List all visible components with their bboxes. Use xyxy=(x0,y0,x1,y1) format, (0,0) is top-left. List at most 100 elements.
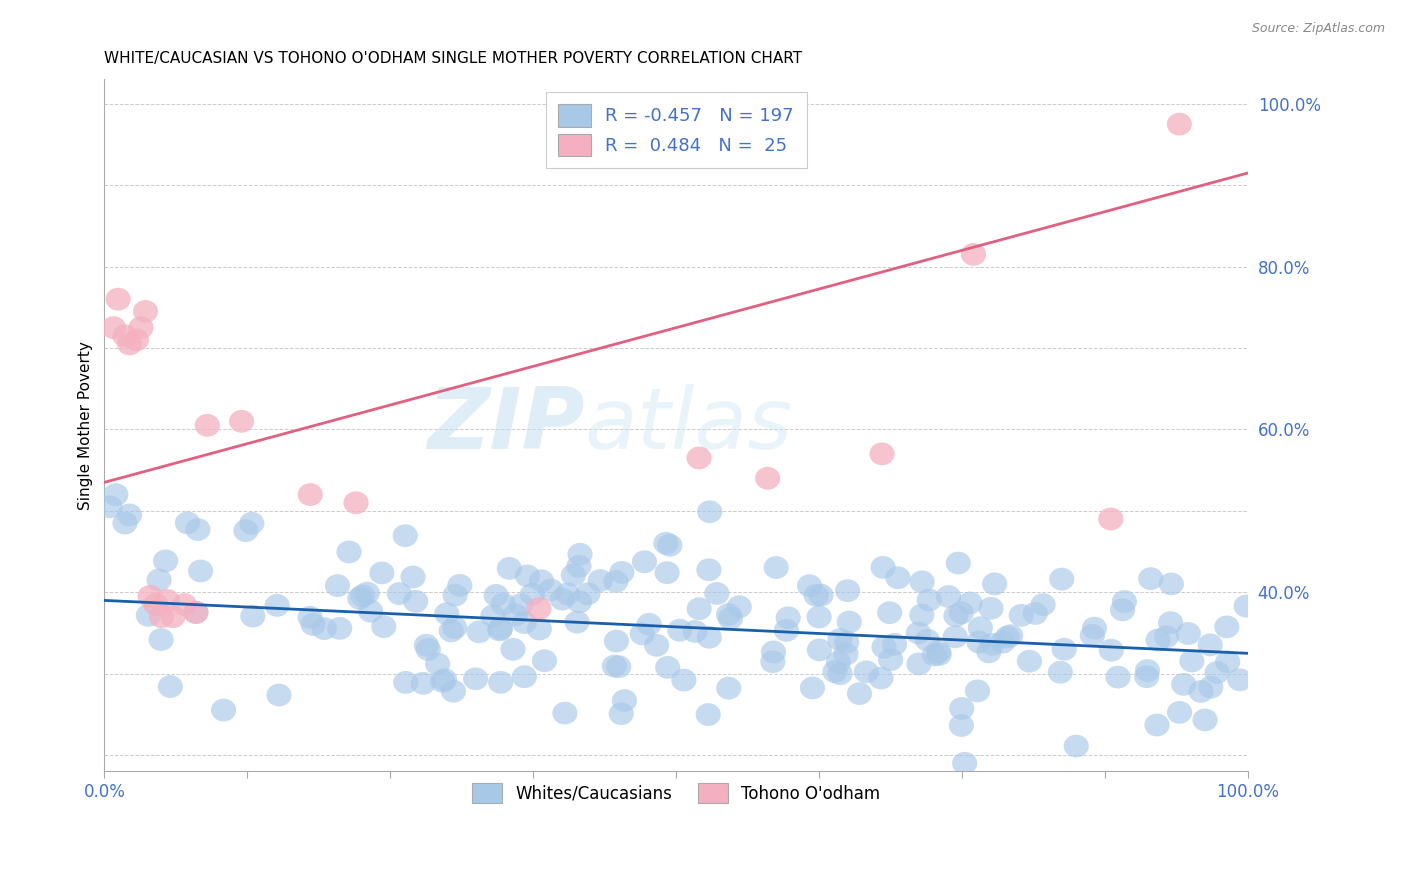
Ellipse shape xyxy=(112,325,138,347)
Ellipse shape xyxy=(1154,625,1180,648)
Ellipse shape xyxy=(804,584,828,607)
Ellipse shape xyxy=(915,629,941,651)
Ellipse shape xyxy=(441,680,465,703)
Ellipse shape xyxy=(965,680,990,702)
Ellipse shape xyxy=(1135,665,1160,688)
Ellipse shape xyxy=(837,611,862,633)
Ellipse shape xyxy=(392,524,418,547)
Ellipse shape xyxy=(763,556,789,579)
Ellipse shape xyxy=(486,618,512,641)
Ellipse shape xyxy=(488,671,513,694)
Ellipse shape xyxy=(394,671,418,694)
Ellipse shape xyxy=(823,660,848,683)
Ellipse shape xyxy=(211,698,236,722)
Ellipse shape xyxy=(1205,661,1230,684)
Ellipse shape xyxy=(761,650,786,673)
Ellipse shape xyxy=(336,541,361,564)
Ellipse shape xyxy=(1031,593,1056,616)
Ellipse shape xyxy=(943,605,969,627)
Ellipse shape xyxy=(727,595,752,618)
Ellipse shape xyxy=(655,561,679,584)
Ellipse shape xyxy=(188,559,214,582)
Ellipse shape xyxy=(484,584,509,607)
Ellipse shape xyxy=(686,598,711,620)
Ellipse shape xyxy=(808,583,834,607)
Ellipse shape xyxy=(773,619,799,641)
Ellipse shape xyxy=(371,615,396,638)
Ellipse shape xyxy=(447,574,472,597)
Ellipse shape xyxy=(312,617,337,640)
Ellipse shape xyxy=(1137,567,1163,590)
Ellipse shape xyxy=(1081,616,1107,640)
Ellipse shape xyxy=(603,570,628,593)
Ellipse shape xyxy=(328,617,353,640)
Ellipse shape xyxy=(828,663,852,685)
Ellipse shape xyxy=(527,617,553,640)
Ellipse shape xyxy=(266,683,291,706)
Ellipse shape xyxy=(1188,680,1213,703)
Ellipse shape xyxy=(1109,599,1135,621)
Ellipse shape xyxy=(117,333,142,355)
Ellipse shape xyxy=(886,566,911,589)
Ellipse shape xyxy=(1105,665,1130,689)
Ellipse shape xyxy=(264,594,290,616)
Ellipse shape xyxy=(97,495,122,518)
Ellipse shape xyxy=(869,442,894,466)
Ellipse shape xyxy=(1159,573,1184,595)
Legend: Whites/Caucasians, Tohono O'odham: Whites/Caucasians, Tohono O'odham xyxy=(461,772,891,815)
Ellipse shape xyxy=(981,573,1007,595)
Ellipse shape xyxy=(877,601,903,624)
Ellipse shape xyxy=(481,605,506,627)
Ellipse shape xyxy=(807,606,831,628)
Ellipse shape xyxy=(942,625,967,648)
Ellipse shape xyxy=(105,288,131,310)
Ellipse shape xyxy=(1215,650,1240,673)
Ellipse shape xyxy=(668,619,692,641)
Ellipse shape xyxy=(1047,661,1073,683)
Ellipse shape xyxy=(761,640,786,664)
Ellipse shape xyxy=(343,491,368,514)
Ellipse shape xyxy=(605,630,628,652)
Ellipse shape xyxy=(1135,659,1160,681)
Ellipse shape xyxy=(508,593,533,616)
Ellipse shape xyxy=(936,585,962,608)
Ellipse shape xyxy=(994,625,1019,648)
Ellipse shape xyxy=(631,550,657,574)
Ellipse shape xyxy=(960,243,986,266)
Ellipse shape xyxy=(1227,668,1253,691)
Ellipse shape xyxy=(966,631,991,653)
Ellipse shape xyxy=(101,317,127,339)
Ellipse shape xyxy=(416,638,441,661)
Ellipse shape xyxy=(1098,508,1123,531)
Ellipse shape xyxy=(134,300,157,323)
Ellipse shape xyxy=(146,568,172,591)
Ellipse shape xyxy=(501,638,526,661)
Ellipse shape xyxy=(531,649,557,673)
Ellipse shape xyxy=(467,620,492,643)
Ellipse shape xyxy=(325,574,350,597)
Ellipse shape xyxy=(112,512,138,534)
Ellipse shape xyxy=(612,690,637,712)
Ellipse shape xyxy=(430,670,456,693)
Ellipse shape xyxy=(149,606,174,628)
Ellipse shape xyxy=(124,328,149,351)
Ellipse shape xyxy=(155,589,180,612)
Ellipse shape xyxy=(138,585,163,607)
Ellipse shape xyxy=(718,607,742,630)
Ellipse shape xyxy=(998,624,1024,647)
Ellipse shape xyxy=(1112,591,1137,613)
Ellipse shape xyxy=(1167,112,1192,136)
Ellipse shape xyxy=(979,597,1004,620)
Ellipse shape xyxy=(117,503,142,526)
Ellipse shape xyxy=(1049,567,1074,591)
Ellipse shape xyxy=(496,557,522,580)
Ellipse shape xyxy=(927,643,952,665)
Ellipse shape xyxy=(872,636,897,658)
Ellipse shape xyxy=(917,589,942,611)
Ellipse shape xyxy=(834,631,859,654)
Ellipse shape xyxy=(1144,714,1170,737)
Ellipse shape xyxy=(149,628,174,651)
Ellipse shape xyxy=(696,626,721,648)
Ellipse shape xyxy=(807,639,832,661)
Ellipse shape xyxy=(240,605,266,628)
